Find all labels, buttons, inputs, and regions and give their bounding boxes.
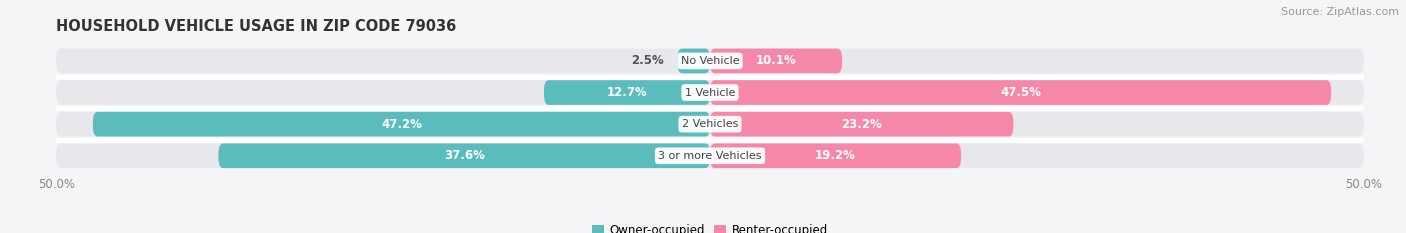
Text: 47.2%: 47.2% [381, 118, 422, 131]
Text: 1 Vehicle: 1 Vehicle [685, 88, 735, 98]
Text: 3 or more Vehicles: 3 or more Vehicles [658, 151, 762, 161]
FancyBboxPatch shape [93, 112, 710, 137]
Text: 19.2%: 19.2% [815, 149, 856, 162]
Text: 2 Vehicles: 2 Vehicles [682, 119, 738, 129]
FancyBboxPatch shape [56, 80, 1364, 105]
Text: Source: ZipAtlas.com: Source: ZipAtlas.com [1281, 7, 1399, 17]
FancyBboxPatch shape [710, 112, 1014, 137]
Text: 23.2%: 23.2% [841, 118, 882, 131]
FancyBboxPatch shape [710, 144, 962, 168]
FancyBboxPatch shape [56, 112, 1364, 137]
FancyBboxPatch shape [56, 49, 1364, 73]
FancyBboxPatch shape [56, 144, 1364, 168]
Text: HOUSEHOLD VEHICLE USAGE IN ZIP CODE 79036: HOUSEHOLD VEHICLE USAGE IN ZIP CODE 7903… [56, 19, 457, 34]
Text: 47.5%: 47.5% [1000, 86, 1040, 99]
FancyBboxPatch shape [710, 49, 842, 73]
FancyBboxPatch shape [218, 144, 710, 168]
Text: 37.6%: 37.6% [444, 149, 485, 162]
Text: 2.5%: 2.5% [631, 55, 664, 67]
FancyBboxPatch shape [544, 80, 710, 105]
Text: No Vehicle: No Vehicle [681, 56, 740, 66]
Text: 12.7%: 12.7% [606, 86, 647, 99]
FancyBboxPatch shape [678, 49, 710, 73]
Legend: Owner-occupied, Renter-occupied: Owner-occupied, Renter-occupied [586, 219, 834, 233]
Text: 10.1%: 10.1% [755, 55, 796, 67]
FancyBboxPatch shape [710, 80, 1331, 105]
